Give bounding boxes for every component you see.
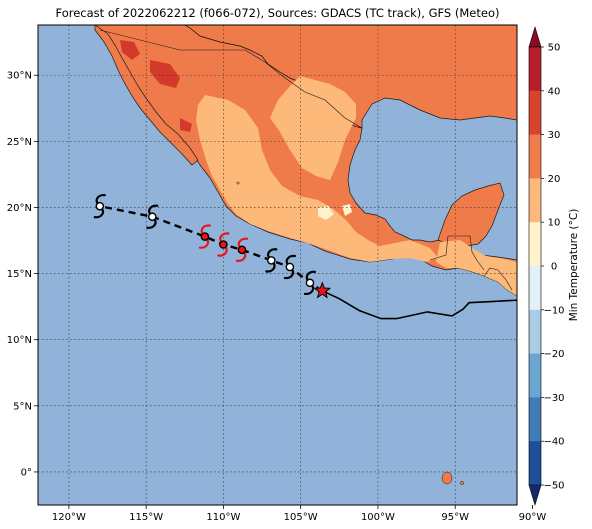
colorbar-band — [529, 397, 541, 442]
cyclone-icon — [265, 248, 278, 273]
colorbar-tick-label: 50 — [548, 43, 561, 54]
colorbar-tick-label: 20 — [548, 174, 561, 185]
cyclone-icon — [235, 237, 249, 262]
colorbar-tick-label: −30 — [543, 393, 564, 404]
colorbar-tick-label: −20 — [543, 349, 564, 360]
colorbar-band — [529, 309, 541, 355]
colorbar-band — [529, 90, 541, 136]
land-mild-patch — [318, 206, 334, 220]
colorbar-tick-label: 10 — [548, 218, 561, 229]
colorbar-band — [529, 441, 541, 486]
observed-track-line — [321, 290, 517, 320]
lon-tick-label: 115°W — [129, 512, 163, 523]
colorbar-tick-label: 40 — [548, 86, 561, 97]
border-us-mexico — [99, 29, 363, 129]
colorbar-band — [529, 47, 541, 92]
land-very-hot-patch-3 — [180, 118, 192, 132]
colorbar-band — [529, 134, 541, 179]
land-very-hot-patch — [150, 60, 180, 88]
lon-tick-label: 120°W — [52, 512, 86, 523]
lon-tick-label: 95°W — [441, 512, 469, 523]
land-warm-zone-3 — [436, 240, 517, 296]
colorbar-tick-label: −40 — [543, 437, 564, 448]
lon-tick-label: 100°W — [361, 512, 395, 523]
lat-tick-label: 15°N — [7, 269, 32, 280]
land-warm-zone-2 — [270, 76, 356, 180]
lat-tick-label: 5°N — [13, 401, 32, 412]
colorbar-tick-label: −10 — [543, 305, 564, 316]
cyclone-center — [305, 278, 315, 288]
latitude-ticks: 0° 5°N 10°N 15°N 20°N 25°N 30°N — [7, 71, 38, 478]
cyclone-center — [95, 201, 105, 211]
cyclone-icon — [93, 194, 106, 219]
colorbar-tick-label: 0 — [551, 262, 557, 273]
cyclone-center — [148, 212, 157, 222]
land-warm-zone — [196, 95, 438, 262]
lat-tick-label: 20°N — [7, 203, 32, 214]
cyclone-center — [219, 240, 228, 249]
colorbar-tick-label: −50 — [543, 481, 564, 492]
island-revillagigedo — [441, 471, 453, 485]
forecast-track-line — [99, 205, 323, 292]
cyclone-center — [200, 232, 210, 241]
lon-tick-label: 110°W — [206, 512, 240, 523]
grid-lines — [38, 25, 517, 505]
lon-tick-label: 105°W — [284, 512, 318, 523]
land-mild-patch-2 — [342, 204, 352, 216]
map-frame — [37, 24, 518, 506]
cyclone-icon — [303, 270, 317, 295]
land-very-hot-patch-2 — [120, 40, 140, 60]
storm-track — [93, 194, 517, 320]
current-position-star-icon — [313, 281, 332, 299]
colorbar-extend-bottom — [528, 484, 542, 507]
colorbar-band — [529, 222, 541, 267]
cyclone-icon — [146, 204, 159, 229]
colorbar-label: Min Temperature (°C) — [568, 209, 580, 322]
cyclone-icon — [283, 254, 296, 280]
cyclone-center — [267, 256, 276, 265]
map-title: Forecast of 2022062212 (f066-072), Sourc… — [55, 6, 500, 20]
colorbar-tick-label: 30 — [548, 130, 561, 141]
cyclone-center — [237, 245, 247, 255]
lat-tick-label: 0° — [21, 467, 32, 478]
border-guatemala — [429, 235, 485, 271]
cyclone-icon — [198, 224, 211, 249]
lat-tick-label: 10°N — [7, 335, 32, 346]
colorbar-band — [529, 353, 541, 398]
lat-tick-label: 30°N — [7, 71, 32, 82]
map-area — [38, 25, 517, 505]
border-central-america — [483, 267, 513, 291]
island-small — [459, 481, 465, 485]
colorbar-band — [529, 266, 541, 311]
cyclone-icon — [217, 232, 230, 257]
land-baja — [94, 25, 199, 166]
colorbar: 50 40 30 20 10 0 −10 −20 −30 −40 −50 — [528, 25, 565, 507]
colorbar-band — [529, 178, 541, 223]
lat-tick-label: 25°N — [7, 137, 32, 148]
lon-tick-label: 90°W — [519, 512, 547, 523]
island-tiny — [236, 181, 240, 185]
colorbar-extend-top — [528, 25, 542, 48]
cyclone-center — [285, 262, 295, 272]
longitude-ticks: 120°W 115°W 110°W 105°W 100°W 95°W 90°W — [52, 505, 546, 523]
